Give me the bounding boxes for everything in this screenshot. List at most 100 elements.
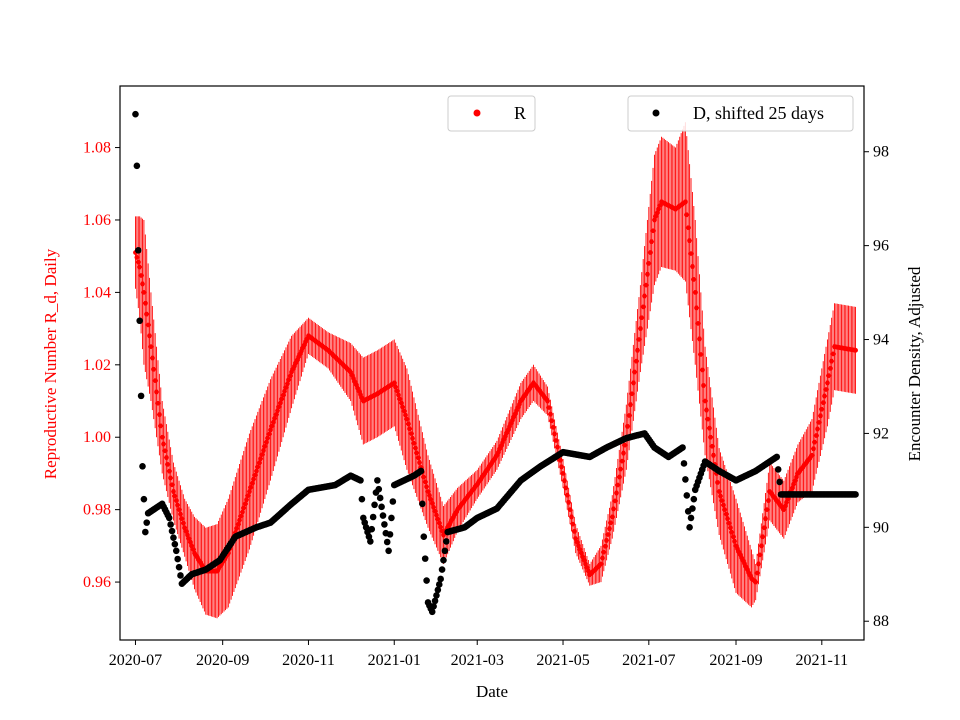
- d-point: [132, 110, 139, 118]
- d-point: [431, 597, 439, 605]
- legend-r: R: [447, 95, 536, 132]
- x-axis: 2020-07 2020-09 2020-11 2021-01 2021-03 2021-…: [109, 640, 848, 669]
- d-point: [434, 586, 442, 594]
- d-point: [776, 478, 783, 486]
- x-tick-label: 2021-07: [622, 652, 675, 669]
- d-point: [689, 505, 696, 512]
- d-point: [369, 513, 377, 521]
- y-right-tick-label: 96: [873, 238, 889, 255]
- d-point: [133, 162, 141, 170]
- d-point: [140, 495, 148, 503]
- x-axis-title: Date: [476, 682, 508, 701]
- y-left-tick-label: 1.06: [83, 212, 111, 229]
- d-point: [367, 538, 374, 545]
- d-point: [371, 501, 378, 509]
- d-point: [386, 531, 394, 538]
- d-point: [773, 453, 781, 461]
- x-tick-label: 2021-09: [709, 652, 762, 669]
- d-point: [438, 566, 446, 573]
- d-point: [139, 462, 146, 470]
- d-point: [378, 503, 385, 511]
- y-left-tick-label: 1.02: [83, 357, 111, 374]
- legend-r-marker: [473, 109, 481, 117]
- legend-d: D, shifted 25 days: [627, 95, 854, 132]
- d-point: [134, 247, 142, 254]
- d-point: [435, 581, 443, 588]
- d-point: [358, 495, 366, 503]
- d-point: [177, 572, 184, 579]
- d-point: [385, 547, 392, 555]
- d-point: [175, 563, 183, 571]
- d-point: [172, 547, 180, 555]
- x-tick-label: 2021-03: [451, 652, 504, 669]
- d-point: [852, 491, 859, 498]
- x-tick-label: 2020-09: [196, 652, 249, 669]
- y-right-tick-label: 94: [873, 332, 889, 349]
- d-series: [132, 110, 859, 616]
- d-point: [375, 485, 383, 493]
- y-axis-left-title: Reproductive Number R_d, Daily: [41, 248, 60, 479]
- d-point: [679, 444, 686, 451]
- d-point: [374, 477, 381, 484]
- d-point: [137, 392, 145, 400]
- d-point: [168, 527, 176, 535]
- d-point: [174, 555, 181, 563]
- x-tick-label: 2020-11: [282, 652, 335, 669]
- plot-frame: [119, 85, 865, 641]
- x-tick-label: 2021-11: [795, 652, 848, 669]
- d-point: [170, 534, 177, 541]
- y-right-tick-label: 90: [873, 519, 889, 536]
- d-point: [687, 514, 695, 522]
- d-point: [417, 467, 425, 475]
- d-point: [379, 512, 387, 519]
- d-point: [690, 495, 698, 503]
- d-point: [442, 538, 450, 545]
- y-right-tick-label: 98: [873, 144, 889, 161]
- d-point: [167, 521, 174, 528]
- y-left-tick-label: 1.08: [83, 140, 111, 157]
- y-axis-left: 0.96 0.98 1.00 1.02 1.04 1.06 1.08: [83, 140, 120, 591]
- d-point: [682, 476, 689, 483]
- x-tick-label: 2021-05: [536, 652, 589, 669]
- legend-d-marker: [652, 109, 660, 117]
- legend-d-label: D, shifted 25 days: [693, 103, 824, 123]
- legend-d-box: [627, 95, 854, 132]
- y-left-tick-label: 1.04: [83, 284, 111, 301]
- x-tick-label: 2020-07: [109, 652, 162, 669]
- y-right-tick-label: 88: [873, 613, 889, 630]
- y-left-tick-label: 1.00: [83, 429, 111, 446]
- d-point: [430, 603, 437, 610]
- d-point: [389, 498, 397, 505]
- d-point: [419, 500, 426, 508]
- y-right-tick-label: 92: [873, 425, 889, 442]
- d-point: [357, 477, 364, 484]
- d-point: [171, 540, 179, 548]
- y-left-tick-label: 0.96: [83, 574, 111, 591]
- r-series: [133, 122, 858, 619]
- r-point: [853, 347, 858, 353]
- y-left-tick-label: 0.98: [83, 502, 111, 519]
- d-point: [388, 514, 395, 522]
- x-tick-label: 2021-01: [368, 652, 421, 669]
- d-point: [143, 519, 151, 526]
- y-axis-right: 88 90 92 94 96 98: [864, 144, 889, 630]
- d-point: [368, 525, 376, 533]
- d-point: [376, 494, 384, 502]
- d-point: [428, 608, 436, 616]
- d-point: [381, 521, 388, 528]
- d-point: [686, 524, 693, 531]
- d-point: [421, 555, 429, 562]
- d-point: [165, 514, 173, 522]
- d-point: [383, 538, 391, 546]
- legend-r-label: R: [514, 103, 526, 123]
- d-point: [680, 460, 688, 467]
- d-point: [420, 533, 428, 541]
- d-point: [774, 466, 782, 473]
- d-point: [136, 317, 143, 325]
- d-point: [683, 492, 691, 499]
- d-point: [437, 575, 444, 583]
- legend-r-box: [447, 95, 536, 132]
- d-point: [440, 556, 447, 564]
- d-point: [441, 547, 449, 555]
